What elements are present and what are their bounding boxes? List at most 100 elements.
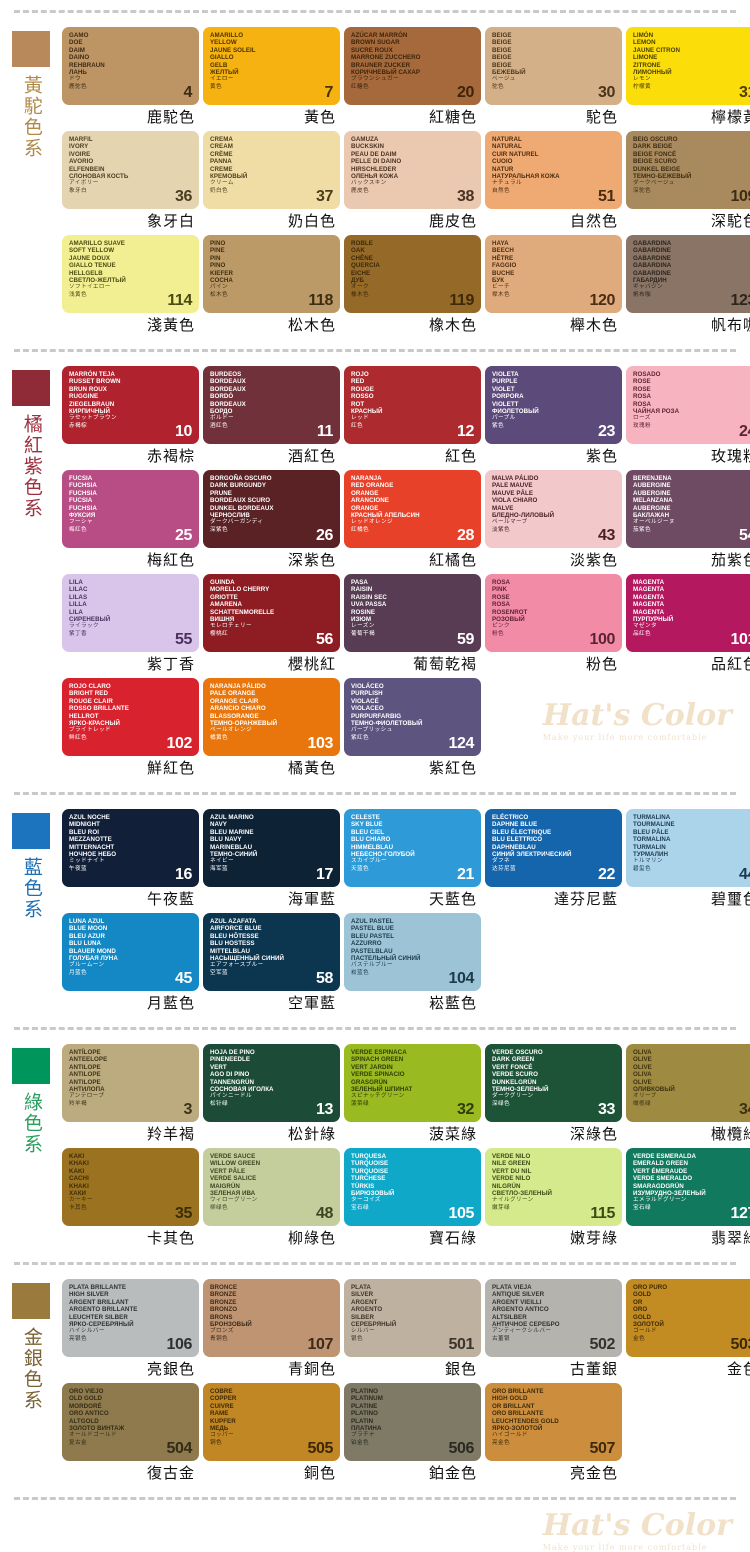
swatch-cell[interactable]: ORO PUROGOLDOROROGOLDЗОЛОТОЙゴールド金色503金色 [626,1279,750,1383]
color-swatch[interactable]: ORO PUROGOLDOROROGOLDЗОЛОТОЙゴールド金色503 [626,1279,750,1357]
